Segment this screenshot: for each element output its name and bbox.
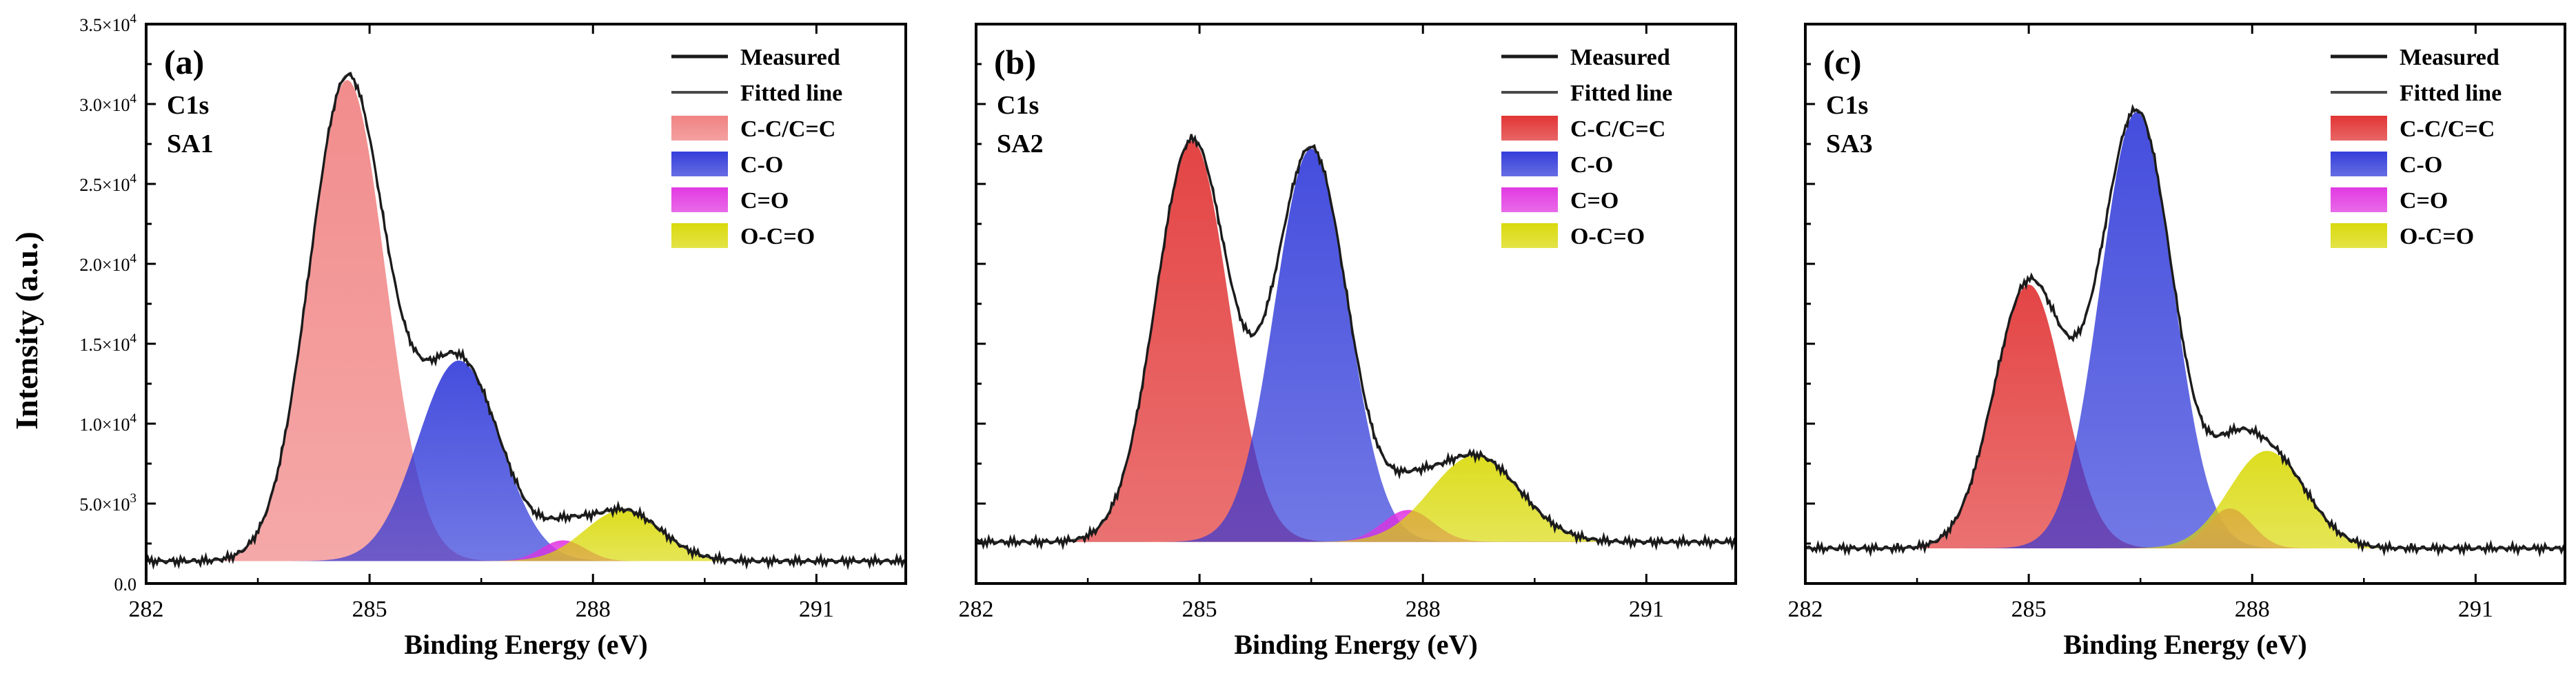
legend-cdo-swatch: [1501, 187, 1558, 212]
x-tick-label: 285: [1182, 597, 1217, 622]
peak-co: [976, 149, 1736, 542]
peak-cc: [976, 141, 1736, 542]
peak-co: [146, 360, 906, 561]
legend-co-label: C-O: [2400, 152, 2442, 178]
x-tick-label: 285: [2011, 597, 2047, 622]
measured-line: [1805, 103, 2565, 558]
x-tick-label: 282: [129, 597, 164, 622]
legend-measured-label: Measured: [1570, 45, 1670, 70]
legend-measured-label: Measured: [740, 45, 840, 70]
legend-cc-swatch: [2331, 116, 2387, 141]
panel-2: 282 285 288 291 Binding Energy (eV) (b) C1s SA2…: [959, 23, 1737, 660]
y-tick-label: 1.5×104: [79, 331, 136, 355]
x-tick-label: 288: [1406, 597, 1441, 622]
plot-area: [146, 72, 906, 570]
legend-cdo-swatch: [2331, 187, 2387, 212]
x-tick-label: 288: [576, 597, 611, 622]
legend: Measured Fitted line C-C/C=C C-O C=O O-C=O: [1501, 45, 1672, 249]
peak-cc: [1805, 285, 2565, 548]
x-axis-title: Binding Energy (eV): [404, 629, 647, 660]
y-tick-label: 1.0×104: [79, 411, 136, 435]
y-tick-label: 5.0×103: [79, 491, 136, 515]
legend-oco-swatch: [2331, 223, 2387, 248]
sample-label: SA3: [1826, 130, 1873, 158]
legend-cc-swatch: [671, 116, 728, 141]
spectrum-label: C1s: [1826, 91, 1868, 120]
panel-label: (b): [994, 43, 1036, 81]
y-tick-label: 3.5×104: [79, 12, 136, 35]
x-tick-label: 282: [1788, 597, 1823, 622]
legend-co-swatch: [1501, 152, 1558, 176]
y-tick-label: 0.0: [114, 575, 137, 595]
legend-cc-label: C-C/C=C: [2400, 116, 2495, 142]
legend-measured-label: Measured: [2400, 45, 2499, 70]
legend-fitted-label: Fitted line: [740, 81, 842, 106]
panel-3: 282 285 288 291 Binding Energy (eV) (c) C1s SA3…: [1788, 23, 2566, 660]
y-tick-label: 2.5×104: [79, 172, 136, 195]
x-tick-label: 285: [352, 597, 387, 622]
peak-co: [1805, 112, 2565, 549]
measured-line: [146, 72, 906, 570]
legend-cdo-label: C=O: [2400, 188, 2448, 214]
plot-area: [1805, 103, 2565, 558]
legend-co-swatch: [671, 152, 728, 176]
legend-fitted-label: Fitted line: [1570, 81, 1672, 106]
spectrum-label: C1s: [997, 91, 1039, 120]
legend-co-label: C-O: [1570, 152, 1613, 178]
legend-oco-label: O-C=O: [740, 224, 815, 249]
legend-fitted-label: Fitted line: [2400, 81, 2502, 106]
y-tick-label: 2.0×104: [79, 251, 136, 275]
peak-cc: [146, 80, 906, 561]
sample-label: SA1: [167, 130, 214, 158]
plot-area: [976, 134, 1736, 551]
legend-cdo-label: C=O: [1570, 188, 1619, 214]
x-tick-label: 288: [2235, 597, 2270, 622]
panel-label: (c): [1823, 43, 1862, 81]
x-axis-title: Binding Energy (eV): [1234, 629, 1477, 660]
legend-oco-label: O-C=O: [2400, 224, 2474, 249]
legend-oco-label: O-C=O: [1570, 224, 1645, 249]
fitted-line: [146, 74, 906, 562]
sample-label: SA2: [997, 130, 1044, 158]
legend-co-swatch: [2331, 152, 2387, 176]
legend-co-label: C-O: [740, 152, 783, 178]
legend-oco-swatch: [1501, 223, 1558, 248]
legend-cc-label: C-C/C=C: [1570, 116, 1665, 142]
x-tick-label: 291: [2458, 597, 2493, 622]
legend-oco-swatch: [671, 223, 728, 248]
panel-label: (a): [164, 43, 204, 81]
panel-1: 282 285 288 291 0.0 5.0×103 1.0×104 1.5×104 2.0×…: [79, 12, 907, 660]
legend: Measured Fitted line C-C/C=C C-O C=O O-C=O: [671, 45, 842, 249]
x-tick-label: 282: [959, 597, 994, 622]
measured-line: [976, 134, 1736, 551]
legend-cdo-label: C=O: [740, 188, 789, 214]
legend-cc-label: C-C/C=C: [740, 116, 835, 142]
x-tick-label: 291: [799, 597, 834, 622]
legend-cc-swatch: [1501, 116, 1558, 141]
legend-cdo-swatch: [671, 187, 728, 212]
y-tick-label: 3.0×104: [79, 92, 136, 115]
peak-oco: [976, 455, 1736, 542]
spectrum-label: C1s: [167, 91, 209, 120]
peak-cdo: [146, 540, 906, 561]
x-tick-label: 291: [1629, 597, 1664, 622]
x-axis-title: Binding Energy (eV): [2063, 629, 2306, 660]
legend: Measured Fitted line C-C/C=C C-O C=O O-C=O: [2331, 45, 2502, 249]
y-axis-title: Intensity (a.u.): [9, 231, 44, 430]
